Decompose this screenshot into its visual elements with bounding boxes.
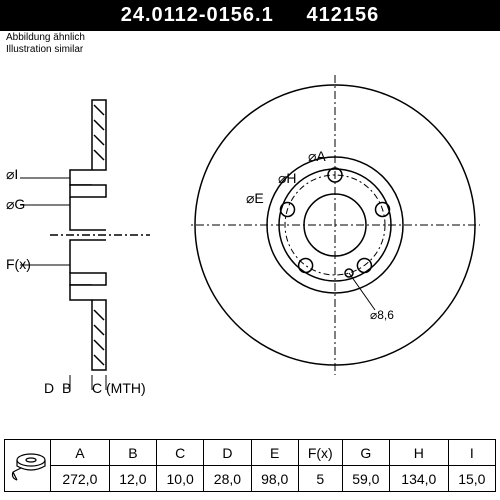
col-H: H: [389, 440, 448, 466]
table-header-row: A B C D E F(x) G H I: [5, 440, 496, 466]
disc-icon-cell: [5, 440, 51, 492]
label-D: D: [44, 380, 54, 396]
dimension-table: A B C D E F(x) G H I 272,0 12,0 10,0 28,…: [4, 439, 496, 492]
side-view: ⌀I ⌀G F(x) B D C (MTH): [10, 80, 160, 380]
label-Fx: F(x): [6, 256, 31, 272]
col-E: E: [251, 440, 298, 466]
label-diaI: ⌀I: [6, 166, 18, 183]
val-A: 272,0: [51, 466, 110, 492]
col-D: D: [204, 440, 251, 466]
part-number: 412156: [307, 4, 380, 26]
front-view-svg: [190, 70, 480, 380]
val-G: 59,0: [342, 466, 389, 492]
label-diaA: ⌀A: [308, 148, 326, 165]
val-E: 98,0: [251, 466, 298, 492]
label-diaG: ⌀G: [6, 196, 25, 213]
col-I: I: [448, 440, 495, 466]
label-B: B: [62, 380, 71, 396]
header-bar: 24.0112-0156.1 412156: [0, 0, 500, 31]
col-F: F(x): [298, 440, 342, 466]
val-I: 15,0: [448, 466, 495, 492]
side-view-svg: [10, 80, 160, 390]
val-D: 28,0: [204, 466, 251, 492]
col-B: B: [109, 440, 156, 466]
label-diaH: ⌀H: [278, 170, 297, 187]
front-view: ⌀E ⌀H ⌀A ⌀8,6: [190, 70, 480, 380]
label-diaE: ⌀E: [246, 190, 264, 207]
val-C: 10,0: [157, 466, 204, 492]
label-bolt: ⌀8,6: [370, 308, 394, 322]
val-H: 134,0: [389, 466, 448, 492]
subtitle-de: Abbildung ähnlich: [6, 32, 85, 44]
part-code: 24.0112-0156.1: [121, 4, 274, 26]
table-value-row: 272,0 12,0 10,0 28,0 98,0 5 59,0 134,0 1…: [5, 466, 496, 492]
col-C: C: [157, 440, 204, 466]
disc-icon: [7, 444, 47, 488]
col-G: G: [342, 440, 389, 466]
val-B: 12,0: [109, 466, 156, 492]
val-F: 5: [298, 466, 342, 492]
label-C: C (MTH): [92, 380, 146, 396]
col-A: A: [51, 440, 110, 466]
diagram-area: ⌀I ⌀G F(x) B D C (MTH): [0, 50, 500, 410]
